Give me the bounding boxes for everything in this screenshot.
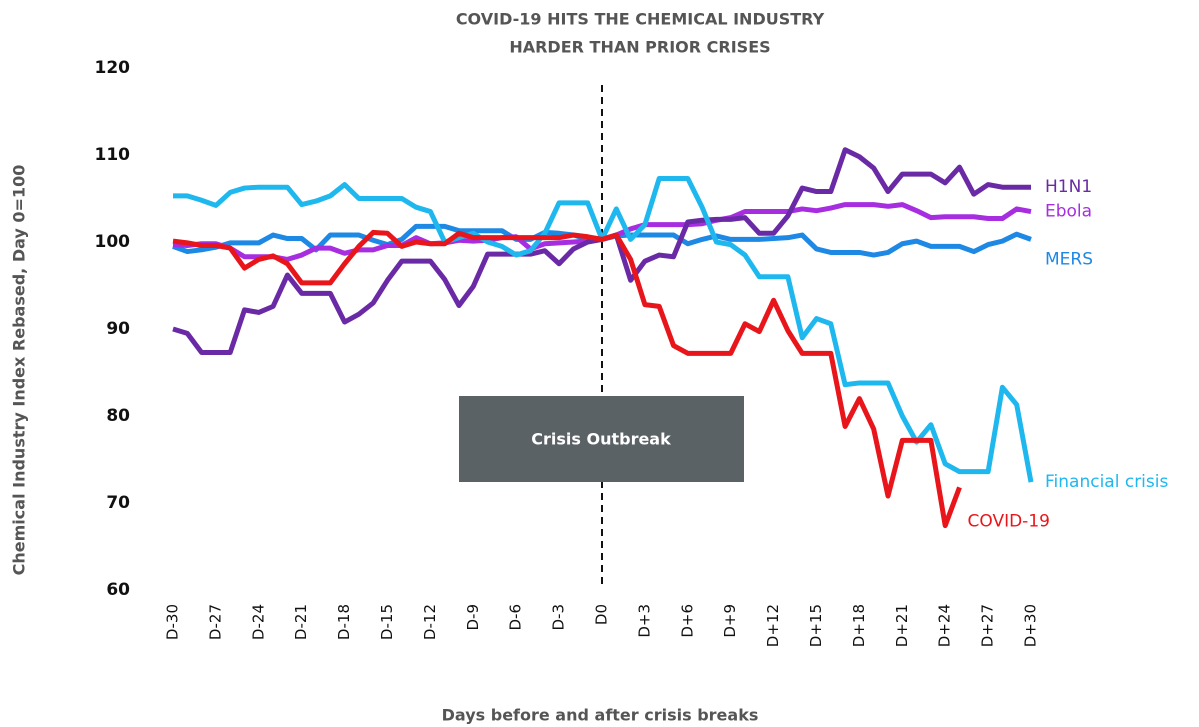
y-tick-label: 110 xyxy=(95,145,131,165)
x-tick-label: D-3 xyxy=(550,604,568,631)
x-tick-label: D+12 xyxy=(764,604,782,647)
annotation-text: Crisis Outbreak xyxy=(531,430,671,449)
series-label: MERS xyxy=(1045,249,1093,269)
x-tick-label: D-12 xyxy=(421,604,439,640)
y-tick-label: 100 xyxy=(95,232,131,252)
x-tick-label: D+24 xyxy=(936,604,954,647)
x-tick-label: D+30 xyxy=(1022,604,1040,647)
x-axis-label: Days before and after crisis breaks xyxy=(442,706,759,725)
series-line xyxy=(172,229,962,529)
x-tick-label: D-21 xyxy=(292,604,310,640)
x-tick-label: D+9 xyxy=(721,604,739,638)
series-label: H1N1 xyxy=(1045,177,1092,197)
series-label: Ebola xyxy=(1045,202,1092,222)
x-tick-label: D-18 xyxy=(335,604,353,640)
y-tick-label: 70 xyxy=(106,493,130,513)
x-tick-label: D+27 xyxy=(979,604,997,647)
x-tick-label: D+21 xyxy=(893,604,911,647)
x-tick-label: D-27 xyxy=(206,604,224,640)
annotation-box xyxy=(459,396,744,482)
y-tick-label: 120 xyxy=(95,58,131,78)
x-tick-label: D-30 xyxy=(164,604,182,640)
x-tick-label: D+3 xyxy=(635,604,653,638)
x-tick-label: D-9 xyxy=(464,604,482,631)
x-tick-label: D+15 xyxy=(807,604,825,647)
chart-title: HARDER THAN PRIOR CRISES xyxy=(509,38,770,57)
y-tick-label: 80 xyxy=(106,406,130,426)
y-tick-label: 60 xyxy=(106,580,130,600)
x-tick-label: D+6 xyxy=(678,604,696,638)
series-line xyxy=(172,147,1031,355)
x-tick-label: D+18 xyxy=(850,604,868,647)
x-tick-label: D-6 xyxy=(507,604,525,631)
x-tick-label: D-24 xyxy=(249,604,267,640)
y-tick-label: 90 xyxy=(106,319,130,339)
chart-title: COVID-19 HITS THE CHEMICAL INDUSTRY xyxy=(456,10,825,29)
x-tick-label: D-15 xyxy=(378,604,396,640)
x-tick-label: D0 xyxy=(593,604,611,625)
series-label: COVID-19 xyxy=(968,511,1050,531)
series-label: Financial crisis xyxy=(1045,472,1168,492)
y-axis-label: Chemical Industry Index Rebased, Day 0=1… xyxy=(10,165,29,576)
